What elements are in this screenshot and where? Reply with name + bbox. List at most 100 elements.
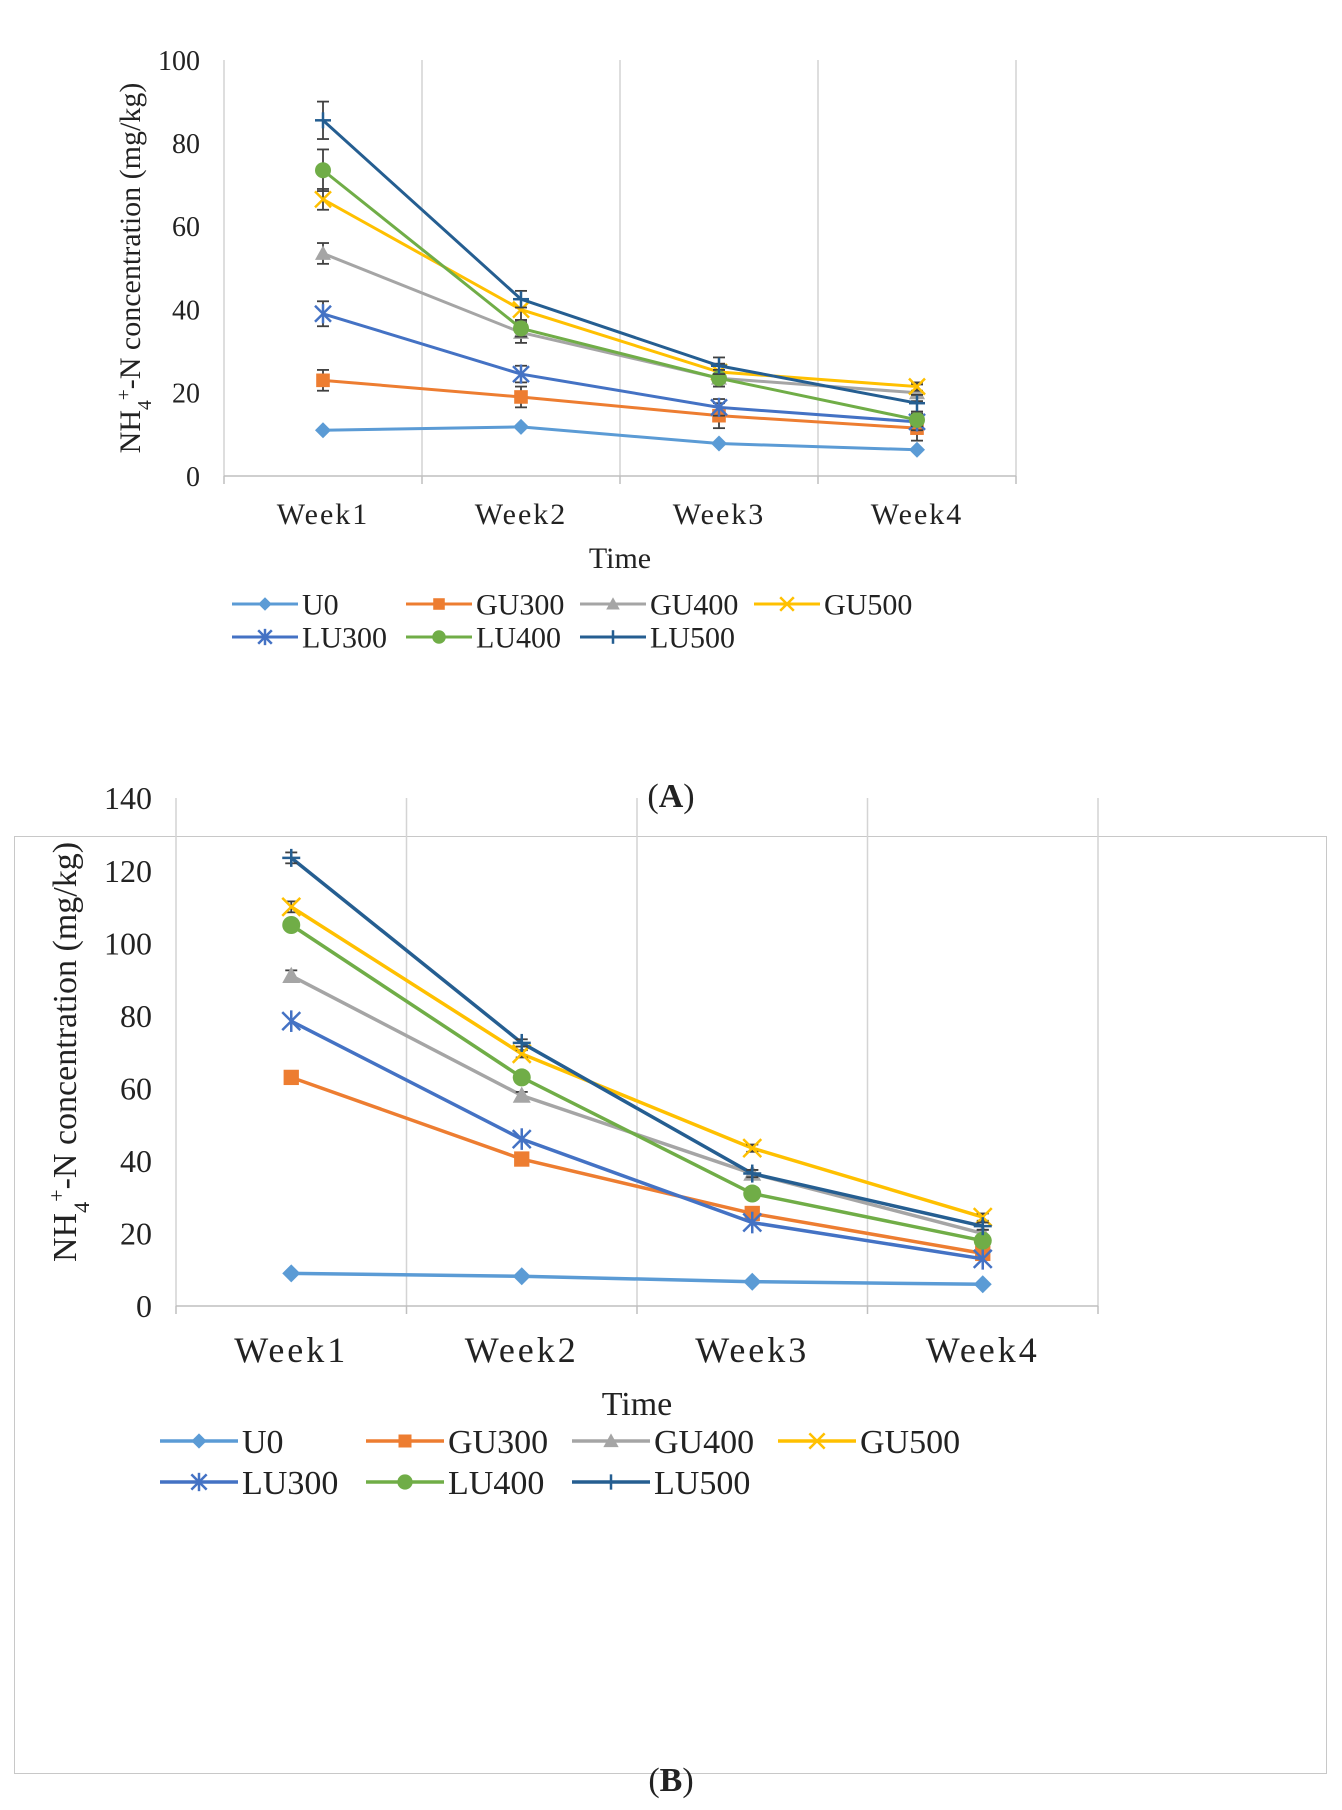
chart-b-series-lu300-point [281,1010,302,1032]
chart-a-legend-item-lu300: LU300 [232,622,387,655]
chart-b-y-tick-label: 20 [120,1216,152,1252]
chart-a-series-gu300-point [316,373,330,388]
chart-b-series-lu400-point [512,1068,531,1087]
chart-a-series-lu400-point [909,411,925,428]
chart-b-series-lu500 [282,848,992,1236]
chart-a-legend-marker [257,628,273,646]
chart-a-series-gu500-line [322,198,918,389]
chart-b-series-gu400-point [282,966,301,983]
chart-a-legend: U0 GU300 GU400 GU500 LU300 LU400 LU500 [232,589,912,655]
chart-b-legend-label: LU500 [654,1465,750,1502]
panel-label-b: (B) [648,1762,694,1799]
chart-a-legend-item-gu400: GU400 [580,589,738,622]
chart-a-legend-label: GU300 [476,589,564,622]
chart-a-legend-label: U0 [302,589,339,622]
panel-label-a: (A) [647,778,695,815]
chart-b-legend: U0 GU300 GU400 GU500 LU300 LU400 LU500 [160,1424,960,1502]
chart-b-series-u0-line [291,1271,983,1286]
chart-a-x-tick-label: Week3 [673,498,766,531]
chart-b-y-tick-label: 40 [120,1143,152,1179]
chart-b-x-tick-label: Week4 [926,1330,1040,1370]
chart-a-series-u0 [315,418,925,458]
chart-b-y-axis-title: NH4+-N concentration (mg/kg) [44,842,94,1262]
chart-b-legend-label: LU300 [242,1465,338,1502]
chart-b-series-gu500 [281,896,993,1227]
chart-a-y-axis-title: NH4+-N concentration (mg/kg) [114,83,156,454]
chart-b-legend-marker [603,1433,619,1448]
chart-a-series-u0-point [513,418,529,435]
chart-b-series-lu400-line [290,923,984,1243]
chart-b-legend-label: GU500 [860,1424,960,1461]
chart-b-x-tick-label: Week1 [234,1330,348,1370]
chart-a-legend-item-u0: U0 [232,589,339,622]
chart-b-y-tick-label: 100 [104,925,152,961]
chart-a-series-lu400-line [322,169,918,422]
chart-a-x-tick-label: Week4 [871,498,964,531]
chart-a-series-gu400-point [315,245,331,260]
chart-b-series-lu500-point [282,848,301,867]
chart-a-legend-marker [258,597,272,611]
chart-b-legend-marker [603,1474,619,1490]
chart-b-series-u0-point [512,1267,531,1286]
chart-a-series-lu300-point [512,364,530,384]
chart-a-series-lu300-line [322,312,918,424]
chart-b-series-lu300 [281,1010,993,1270]
panel-label-b-letter: B [659,1762,683,1799]
panel-label-a-letter: A [658,778,684,815]
chart-b-legend-item-gu300: GU300 [366,1424,548,1461]
chart-b-series-lu500-point [512,1033,531,1052]
chart-a-series-lu300-point [314,304,332,324]
chart-b-series-lu400 [282,916,992,1250]
chart-a-x-axis-title: Time [589,542,651,575]
chart-b-x-axis-title: Time [602,1386,673,1423]
chart-b-legend-item-lu400: LU400 [366,1465,544,1502]
chart-b-y-tick-label: 60 [120,1070,152,1106]
chart-b-series-lu500-point [743,1164,762,1183]
chart-a-series-lu400-point [513,320,529,337]
chart-b-y-tick-label: 0 [136,1288,152,1324]
chart-b-series-gu400-point [512,1086,531,1103]
chart-a-x-tick-label: Week2 [475,498,568,531]
chart-b-series-gu500-line [290,905,984,1219]
chart-a-series-gu500-point [908,377,926,396]
chart-b-series-u0-point [743,1272,762,1291]
chart-b-series-gu500-point [281,896,302,917]
chart-a-legend-label: GU400 [650,589,738,622]
chart-a-legend-item-gu300: GU300 [406,589,564,622]
chart-b-series-gu300-point [283,1069,299,1086]
chart-a-y-tick-label: 80 [172,129,200,160]
chart-b-series-lu300-point [511,1128,532,1150]
chart-b-legend-marker [397,1474,413,1490]
chart-b-legend-marker [808,1432,826,1450]
chart-a-legend-label: LU400 [476,622,561,655]
chart-b-y-tick-label: 140 [104,780,152,816]
chart-b-legend-label: LU400 [448,1465,544,1502]
chart-b-series-lu300-point [742,1211,763,1234]
chart-a-legend-marker [606,630,620,644]
chart-b-legend-marker [398,1434,412,1448]
chart-b-frame [14,836,1327,1774]
chart-b-x-tick-label: Week3 [695,1330,809,1370]
chart-a-series-lu400 [315,148,925,428]
chart-a-series-lu400-point [315,162,331,179]
chart-a-series-lu500-point [315,112,331,129]
chart-a-series-gu300-point [514,390,528,404]
chart-a: 0 20 40 60 80 100 Week1 Week2 Week3 Week4 Time NH4+… [114,46,1017,655]
chart-a-legend-label: LU500 [650,622,735,655]
chart-a-x-tick-label: Week1 [277,498,370,531]
chart-a-series-u0-line [322,425,918,452]
chart-a-y-tick-label: 60 [172,212,200,243]
chart-a-legend-label: LU300 [302,622,387,655]
chart-b-series-lu400-point [973,1231,992,1250]
chart-a-legend-item-lu400: LU400 [406,622,561,655]
chart-b-series-lu500-line [290,856,984,1228]
chart-b-legend-label: GU400 [654,1424,754,1461]
chart-a-series-u0-point [909,441,925,458]
chart-b-series-lu300-line [290,1019,984,1261]
chart-a-legend-label: GU500 [824,589,912,622]
chart-b-legend-item-gu500: GU500 [778,1424,960,1461]
chart-b-series-u0-point [282,1264,301,1283]
chart-a-series-lu500-point [513,291,529,308]
chart-b-plot-area [175,798,1099,1314]
